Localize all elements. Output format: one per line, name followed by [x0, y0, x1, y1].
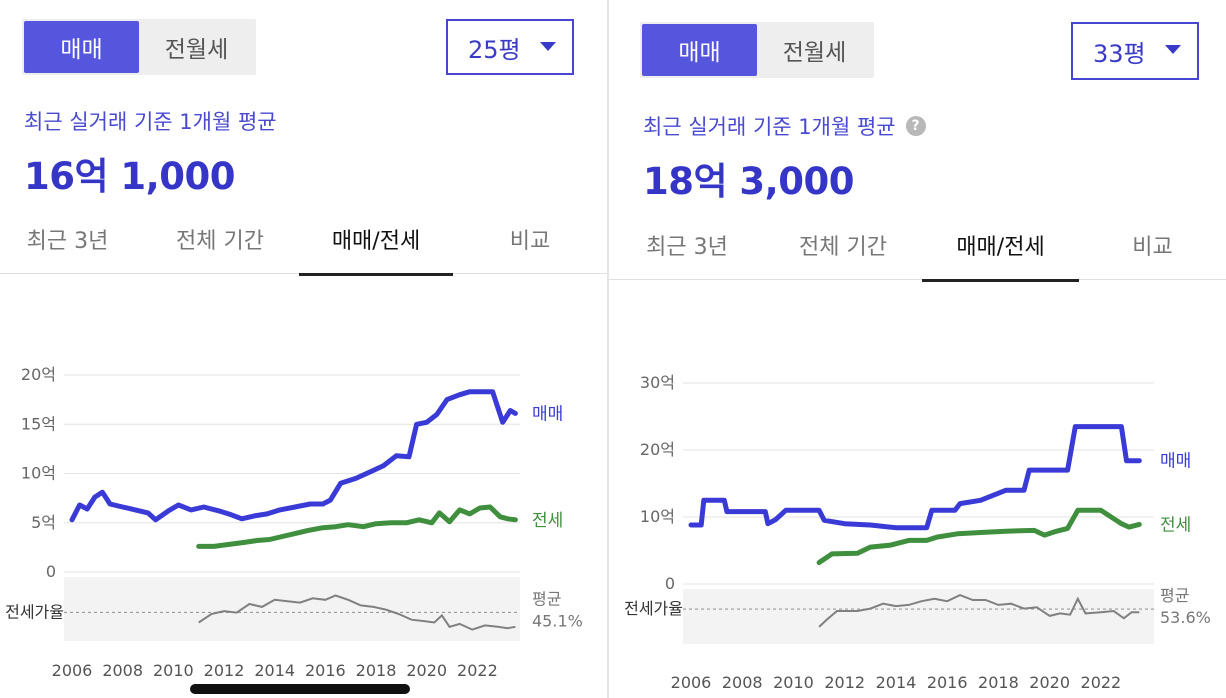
- ratio-average-value: 53.6%: [1160, 608, 1211, 627]
- x-tick-label: 2022: [1081, 673, 1122, 692]
- x-tick-label: 2006: [671, 673, 712, 692]
- tab-recent-3y[interactable]: 최근 3년: [26, 229, 109, 254]
- ratio-label: 전세가율: [624, 599, 683, 618]
- trade-type-toggle: 매매 전월세: [22, 19, 256, 75]
- x-tick-label: 2010: [153, 661, 194, 680]
- y-tick-label: 10억: [21, 464, 56, 483]
- y-tick-label: 5억: [31, 513, 56, 532]
- x-tick-label: 2020: [1029, 673, 1070, 692]
- price-basis-text: 최근 실거래 기준 1개월 평균: [643, 115, 896, 139]
- chevron-down-icon: [1165, 45, 1181, 54]
- x-tick-label: 2018: [356, 661, 397, 680]
- rent-toggle-button[interactable]: 전월세: [782, 40, 847, 66]
- x-tick-label: 2012: [204, 661, 245, 680]
- x-tick-label: 2006: [52, 661, 93, 680]
- x-tick-label: 2014: [254, 661, 295, 680]
- home-indicator: [190, 684, 410, 694]
- area-select-value: 25평: [468, 35, 521, 64]
- tab-sale-jeonse[interactable]: 매매/전세: [299, 204, 453, 276]
- rent-toggle-button[interactable]: 전월세: [164, 37, 229, 63]
- x-tick-label: 2016: [927, 673, 968, 692]
- average-price: 18억 3,000: [643, 160, 854, 203]
- x-tick-label: 2012: [824, 673, 865, 692]
- ratio-line: [818, 594, 1140, 628]
- period-tabs: 최근 3년 전체 기간 매매/전세 비교: [609, 210, 1226, 282]
- panel-divider: [607, 0, 609, 698]
- x-tick-label: 2008: [722, 673, 763, 692]
- jeonse-legend-label: 전세: [532, 511, 563, 531]
- jeonse-price-line: [816, 507, 1142, 566]
- chevron-down-icon: [540, 42, 556, 51]
- area-select[interactable]: 25평: [446, 19, 574, 75]
- area-select[interactable]: 33평: [1071, 22, 1199, 80]
- ratio-band: [64, 577, 520, 641]
- sale-legend-label: 매매: [532, 404, 563, 424]
- tab-all-period[interactable]: 전체 기간: [176, 229, 264, 254]
- price-basis-label: 최근 실거래 기준 1개월 평균 ?: [643, 111, 926, 141]
- x-tick-label: 2010: [773, 673, 814, 692]
- tab-sale-jeonse[interactable]: 매매/전세: [922, 210, 1079, 282]
- ratio-average-label: 평균: [532, 589, 561, 608]
- area-select-value: 33평: [1093, 39, 1146, 68]
- jeonse-legend-label: 전세: [1160, 515, 1191, 535]
- panel-33py: 매매 전월세 33평 최근 실거래 기준 1개월 평균 ? 18억 3,000 …: [609, 0, 1226, 698]
- question-circle-icon[interactable]: ?: [905, 116, 926, 136]
- y-tick-label: 20억: [21, 365, 56, 384]
- trade-type-toggle: 매매 전월세: [640, 22, 874, 78]
- period-tabs: 최근 3년 전체 기간 매매/전세 비교: [0, 204, 607, 276]
- y-tick-label: 30억: [640, 373, 675, 392]
- x-tick-label: 2022: [457, 661, 498, 680]
- x-tick-label: 2014: [876, 673, 917, 692]
- tab-compare[interactable]: 비교: [509, 229, 551, 254]
- ratio-line: [198, 594, 516, 631]
- x-tick-label: 2008: [102, 661, 143, 680]
- average-price: 16억 1,000: [24, 155, 235, 198]
- ratio-average-label: 평균: [1160, 586, 1189, 605]
- ratio-band: [683, 589, 1154, 644]
- x-tick-label: 2018: [978, 673, 1019, 692]
- tab-all-period[interactable]: 전체 기간: [799, 235, 887, 260]
- sale-toggle-button[interactable]: 매매: [642, 24, 757, 76]
- price-basis-text: 최근 실거래 기준 1개월 평균: [24, 110, 277, 134]
- y-tick-label: 10억: [640, 507, 675, 526]
- sale-price-line: [69, 389, 518, 523]
- x-tick-label: 2020: [406, 661, 447, 680]
- y-tick-label: 0: [665, 574, 675, 593]
- tab-recent-3y[interactable]: 최근 3년: [646, 235, 728, 260]
- y-tick-label: 20억: [640, 440, 675, 459]
- price-chart-25py: 20억 15억 10억 5억 0 전세가율 평균 45.1% 2006 2008 2010 2012 2…: [5, 365, 583, 680]
- jeonse-price-line: [196, 504, 518, 549]
- sale-legend-label: 매매: [1160, 452, 1191, 472]
- y-tick-label: 15억: [21, 414, 56, 433]
- sale-toggle-button[interactable]: 매매: [24, 21, 139, 73]
- x-tick-label: 2016: [305, 661, 346, 680]
- price-basis-label: 최근 실거래 기준 1개월 평균: [24, 106, 277, 136]
- sale-price-line: [688, 424, 1142, 531]
- price-chart-33py: 30억 20억 10억 0 전세가율 평균 53.6% 2006 2008 2010 2012 201…: [624, 373, 1211, 692]
- ratio-label: 전세가율: [5, 602, 64, 621]
- panel-25py: 매매 전월세 25평 최근 실거래 기준 1개월 평균 16억 1,000 최근…: [0, 0, 607, 698]
- tab-compare[interactable]: 비교: [1132, 235, 1173, 260]
- ratio-average-value: 45.1%: [532, 611, 583, 630]
- y-tick-label: 0: [46, 562, 56, 581]
